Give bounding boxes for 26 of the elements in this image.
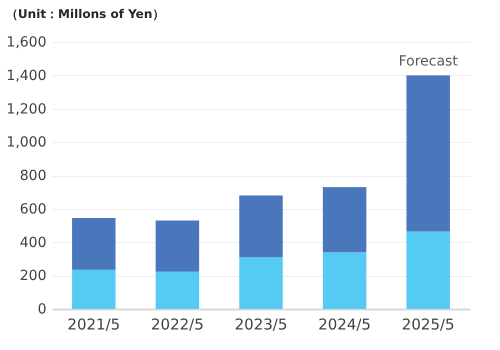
y-tick-label: 1,200 [6, 101, 46, 118]
bar [322, 187, 366, 252]
bar [406, 231, 450, 309]
x-tick-label: 2022/5 [151, 316, 204, 334]
x-tick-label: 2023/5 [234, 316, 288, 334]
y-tick-label: 1,000 [6, 134, 46, 151]
bar [239, 257, 283, 309]
bar [156, 271, 200, 309]
bar [406, 75, 450, 232]
y-tick-label: 1,400 [6, 68, 46, 84]
y-tick-label: 1,600 [6, 34, 46, 50]
bar [322, 252, 366, 309]
y-tick-label: 0 [38, 302, 46, 318]
x-tick-label: 2024/5 [318, 316, 371, 334]
y-tick-label: 600 [20, 201, 46, 218]
bar [156, 220, 200, 272]
x-tick-label: 2025/5 [402, 316, 455, 334]
annotation: Forecast [398, 53, 458, 70]
y-tick-label: 400 [20, 234, 46, 251]
x-tick-label: 2021/5 [67, 316, 120, 334]
bar [72, 270, 116, 309]
y-tick-label: 200 [20, 268, 46, 284]
y-tick-label: 800 [20, 168, 46, 184]
bar [72, 218, 116, 270]
bar [239, 196, 283, 258]
chart-title: （Unit：Millons of Yen） [6, 7, 164, 21]
